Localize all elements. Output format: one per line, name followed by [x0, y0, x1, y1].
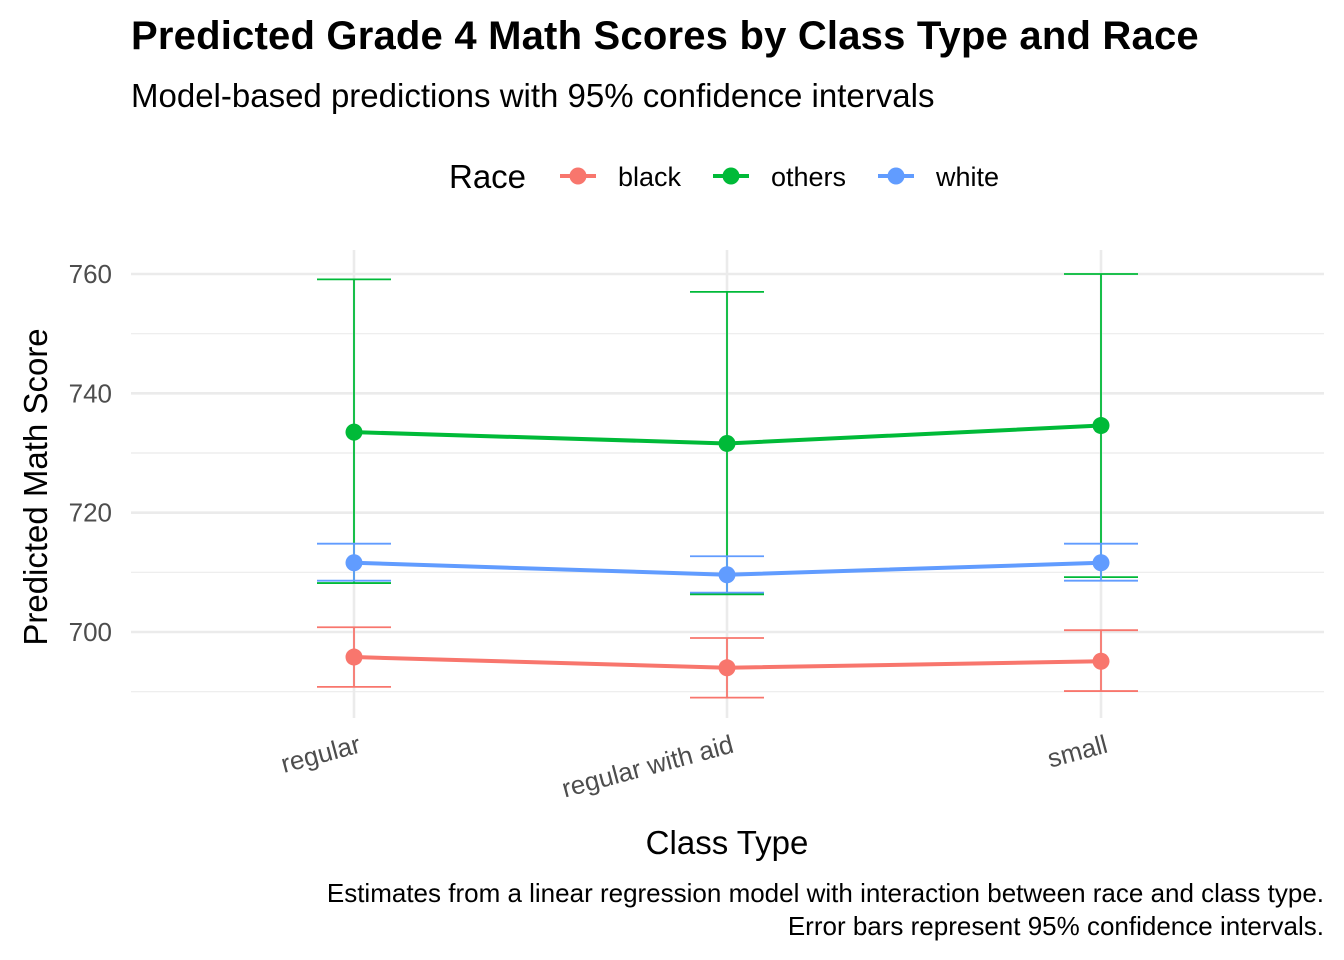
- caption-line-1: Estimates from a linear regression model…: [326, 878, 1324, 908]
- y-tick-label: 760: [69, 259, 112, 289]
- legend-title: Race: [449, 158, 526, 195]
- chart-title: Predicted Grade 4 Math Scores by Class T…: [131, 14, 1199, 58]
- x-tick-label: regular with aid: [558, 729, 736, 804]
- x-axis-ticks: regular regular with aid small: [278, 729, 1111, 804]
- y-tick-label: 740: [69, 378, 112, 408]
- data-points: [345, 417, 1110, 677]
- legend-item-others: others: [713, 162, 846, 192]
- y-tick-label: 720: [69, 498, 112, 528]
- legend-label: black: [618, 162, 682, 192]
- data-point-white: [1092, 554, 1110, 572]
- data-point-others: [345, 423, 363, 441]
- legend-item-white: white: [878, 162, 999, 192]
- data-point-others: [1092, 417, 1110, 435]
- x-axis-title: Class Type: [646, 824, 809, 861]
- legend-key-point: [569, 167, 587, 185]
- y-tick-label: 700: [69, 617, 112, 647]
- legend-key-point: [722, 167, 740, 185]
- y-axis-title: Predicted Math Score: [17, 328, 54, 645]
- x-tick-label: small: [1044, 729, 1110, 774]
- legend: Race black others white: [449, 158, 999, 195]
- data-point-black: [718, 659, 736, 677]
- data-point-white: [345, 554, 363, 572]
- legend-label: others: [771, 162, 846, 192]
- legend-item-black: black: [560, 162, 682, 192]
- x-tick-label: regular: [278, 729, 364, 779]
- caption-line-2: Error bars represent 95% confidence inte…: [787, 911, 1324, 941]
- chart-subtitle: Model-based predictions with 95% confide…: [131, 77, 935, 114]
- data-point-black: [1092, 652, 1110, 670]
- legend-key-point: [887, 167, 905, 185]
- data-point-black: [345, 648, 363, 666]
- legend-label: white: [935, 162, 999, 192]
- chart-caption: Estimates from a linear regression model…: [327, 877, 1324, 943]
- y-axis-ticks: 700 720 740 760: [69, 259, 112, 647]
- data-point-others: [718, 434, 736, 452]
- data-point-white: [718, 566, 736, 584]
